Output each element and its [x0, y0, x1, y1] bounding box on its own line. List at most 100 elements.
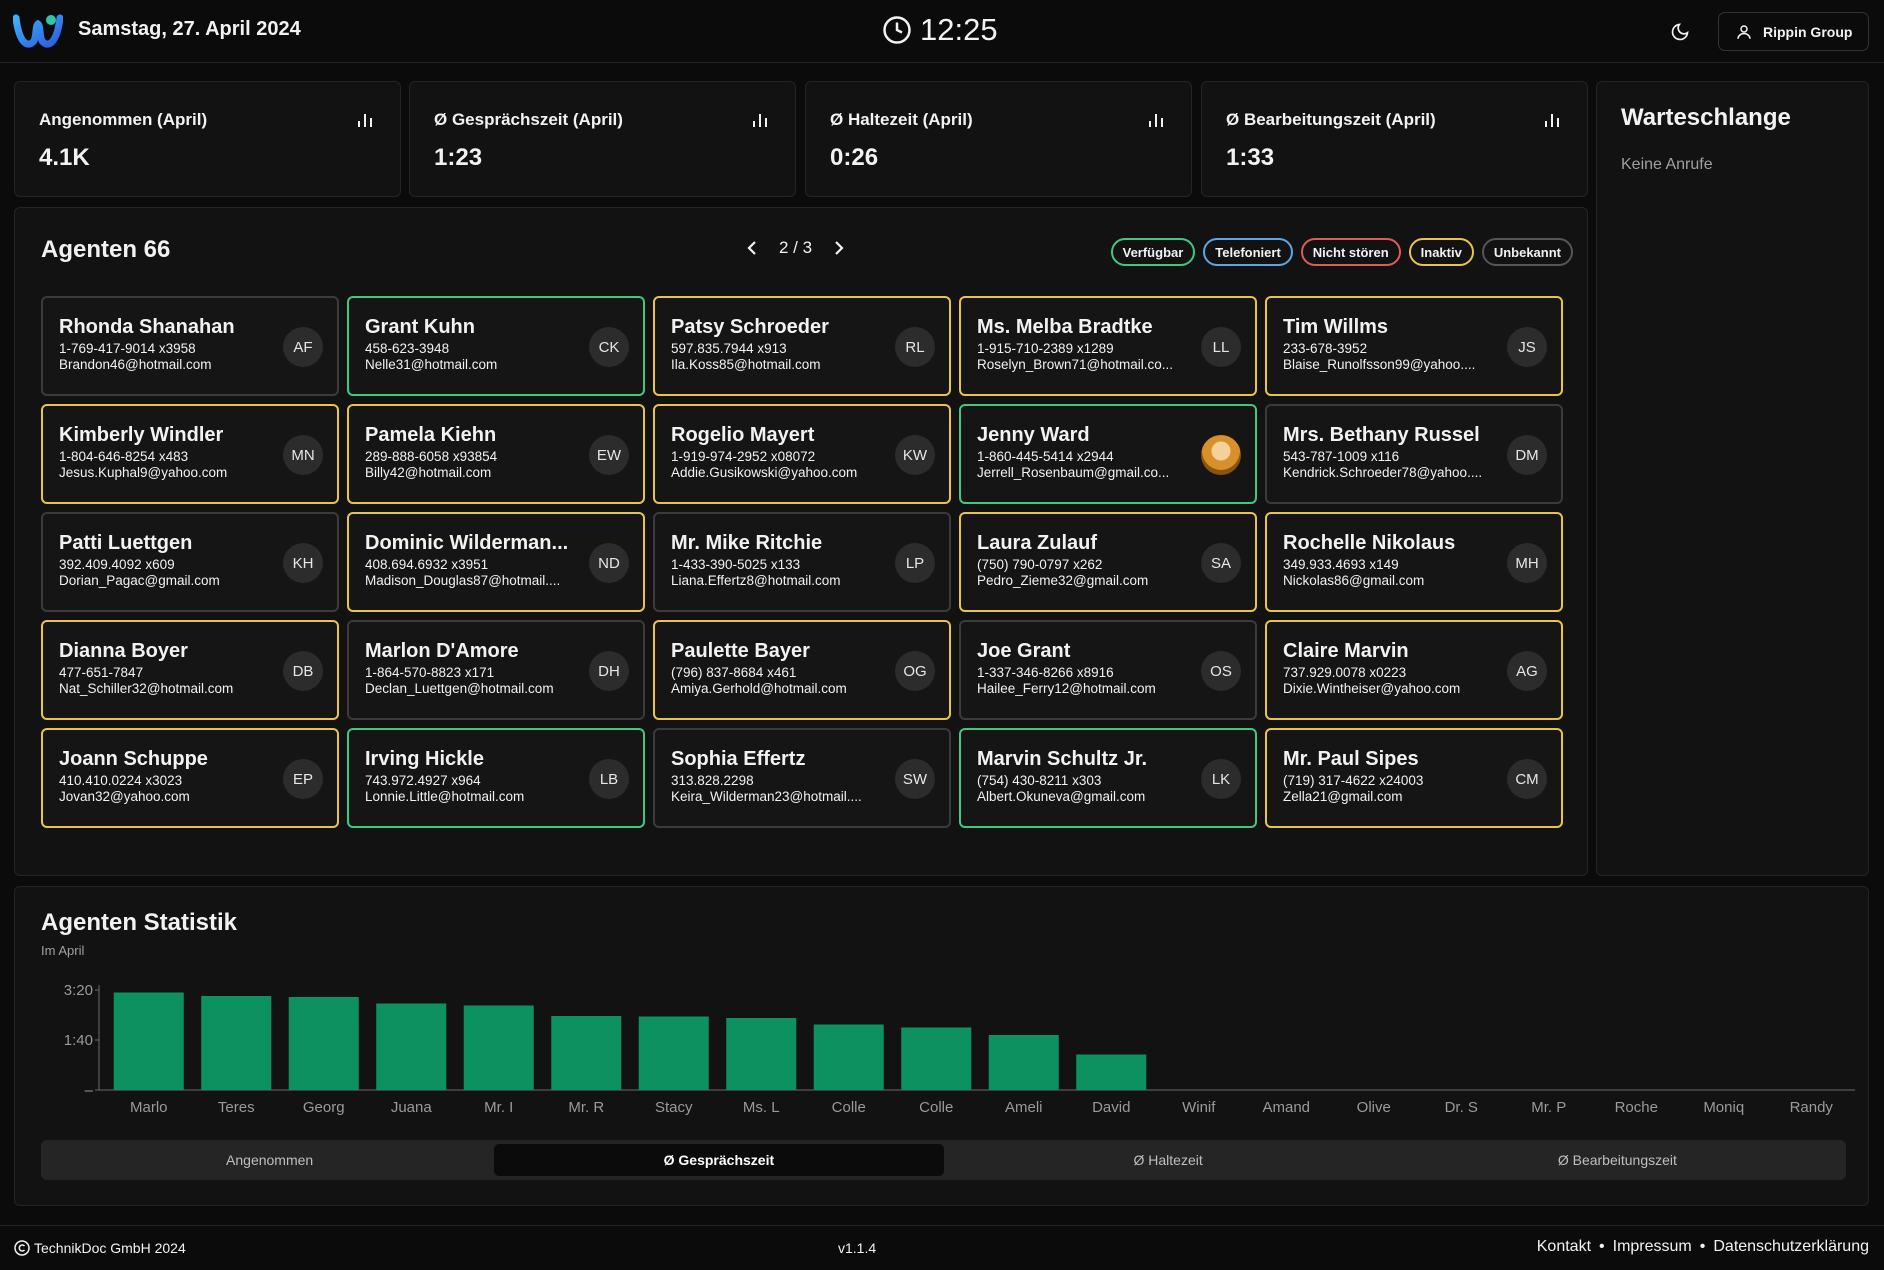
agent-card[interactable]: Marvin Schultz Jr. (754) 430-8211 x303 Alb…	[959, 728, 1257, 828]
avatar: AG	[1507, 651, 1547, 691]
agent-name: Tim Willms	[1283, 316, 1389, 338]
agent-card[interactable]: Claire Marvin 737.929.0078 x0223 Dixie.Win…	[1265, 620, 1563, 720]
agent-name: Rogelio Mayert	[671, 424, 815, 446]
tab-talk-time[interactable]: Ø Gesprächszeit	[494, 1144, 944, 1176]
bar[interactable]	[551, 1016, 622, 1090]
tab-hold-time[interactable]: Ø Haltezeit	[1133, 1152, 1203, 1168]
agent-card[interactable]: Marlon D'Amore 1-864-570-8823 x171 Declan_…	[347, 620, 645, 720]
pagination: 2 / 3	[743, 238, 848, 258]
agent-phone: (796) 837-8684 x461	[671, 665, 797, 680]
bar[interactable]	[113, 992, 184, 1091]
agent-card[interactable]: Rogelio Mayert 1-919-974-2952 x08072 Addie…	[653, 404, 951, 504]
x-tick-label: Mr. R	[568, 1099, 604, 1116]
agent-card[interactable]: Irving Hickle 743.972.4927 x964 Lonnie.Lit…	[347, 728, 645, 828]
moon-icon	[1671, 23, 1689, 41]
agent-card[interactable]: Ms. Melba Bradtke 1-915-710-2389 x1289 Ros…	[959, 296, 1257, 396]
agent-phone: 597.835.7944 x913	[671, 341, 787, 356]
chevron-left-icon	[747, 241, 756, 255]
status-badge-unknown[interactable]: Unbekannt	[1481, 238, 1573, 266]
agents-panel: Agenten 66 2 / 3 Verfügbar Telefoniert N…	[14, 207, 1588, 876]
status-badge-do-not-disturb[interactable]: Nicht stören	[1300, 238, 1401, 266]
kpi-card-handling-time: Ø Bearbeitungszeit (April) 1:33	[1201, 81, 1588, 197]
agent-name: Patti Luettgen	[59, 532, 193, 554]
clock-icon	[883, 16, 911, 44]
agent-card[interactable]: Laura Zulauf (750) 790-0797 x262 Pedro_Zie…	[959, 512, 1257, 612]
agent-card[interactable]: Patsy Schroeder 597.835.7944 x913 Ila.Koss…	[653, 296, 951, 396]
bar[interactable]	[201, 996, 272, 1090]
agent-card[interactable]: Paulette Bayer (796) 837-8684 x461 Amiya.G…	[653, 620, 951, 720]
user-menu-button[interactable]: Rippin Group	[1718, 12, 1869, 51]
bar-chart-icon	[358, 114, 372, 127]
agent-card[interactable]: Jenny Ward 1-860-445-5414 x2944 Jerrell_Ro…	[959, 404, 1257, 504]
x-tick-label: Mr. P	[1531, 1099, 1566, 1116]
agent-card[interactable]: Joe Grant 1-337-346-8266 x8916 Hailee_Ferr…	[959, 620, 1257, 720]
x-tick-label: Marlo	[130, 1099, 168, 1116]
agent-card[interactable]: Mrs. Bethany Russel 543-787-1009 x116 Kend…	[1265, 404, 1563, 504]
agent-card[interactable]: Dianna Boyer 477-651-7847 Nat_Schiller32@h…	[41, 620, 339, 720]
link-contact[interactable]: Kontakt	[1536, 1238, 1592, 1255]
previous-page-button[interactable]	[743, 238, 761, 258]
agent-name: Grant Kuhn	[365, 316, 475, 338]
avatar: LB	[589, 759, 629, 799]
kpi-value: 1:33	[1226, 144, 1275, 171]
copyright: TechnikDoc GmbH 2024	[14, 1240, 186, 1256]
agent-card[interactable]: Kimberly Windler 1-804-646-8254 x483 Jesus…	[41, 404, 339, 504]
agent-phone: 1-919-974-2952 x08072	[671, 449, 816, 464]
avatar: OS	[1201, 651, 1241, 691]
bar[interactable]	[376, 1003, 447, 1091]
bar[interactable]	[288, 997, 359, 1090]
x-tick-label: Colle	[919, 1099, 953, 1116]
link-imprint[interactable]: Impressum	[1612, 1238, 1692, 1255]
x-tick-label: Ms. L	[743, 1099, 780, 1116]
agent-card[interactable]: Sophia Effertz 313.828.2298 Keira_Wilderma…	[653, 728, 951, 828]
app-logo[interactable]	[12, 12, 64, 50]
agent-card[interactable]: Joann Schuppe 410.410.0224 x3023 Jovan32@y…	[41, 728, 339, 828]
avatar: LK	[1201, 759, 1241, 799]
avatar: JS	[1507, 327, 1547, 367]
agent-card[interactable]: Rhonda Shanahan 1-769-417-9014 x3958 Brand…	[41, 296, 339, 396]
agent-email: Blaise_Runolfsson99@yahoo....	[1283, 357, 1476, 372]
bar[interactable]	[638, 1016, 709, 1091]
status-badge-on-call[interactable]: Telefoniert	[1203, 238, 1293, 266]
agent-card[interactable]: Patti Luettgen 392.409.4092 x609 Dorian_Pa…	[41, 512, 339, 612]
agent-email: Zella21@gmail.com	[1283, 789, 1403, 804]
agent-email: Hailee_Ferry12@hotmail.com	[977, 681, 1156, 696]
theme-toggle-button[interactable]	[1665, 19, 1695, 45]
agent-name: Marvin Schultz Jr.	[977, 748, 1148, 770]
avatar: CM	[1507, 759, 1547, 799]
agent-card[interactable]: Mr. Paul Sipes (719) 317-4622 x24003 Zella…	[1265, 728, 1563, 828]
agent-card[interactable]: Rochelle Nikolaus 349.933.4693 x149 Nickol…	[1265, 512, 1563, 612]
link-separator: •	[1699, 1238, 1706, 1255]
status-badge-available[interactable]: Verfügbar	[1110, 238, 1196, 266]
bar[interactable]	[901, 1027, 972, 1091]
link-privacy[interactable]: Datenschutzerklärung	[1713, 1238, 1869, 1255]
agent-card[interactable]: Dominic Wilderman... 408.694.6932 x3951 Ma…	[347, 512, 645, 612]
stats-subtitle: Im April	[41, 943, 85, 958]
bar[interactable]	[813, 1024, 884, 1091]
app-version: v1.1.4	[838, 1240, 877, 1256]
status-badge-inactive[interactable]: Inaktiv	[1408, 238, 1474, 266]
agent-email: Albert.Okuneva@gmail.com	[977, 789, 1146, 804]
tab-accepted[interactable]: Angenommen	[226, 1152, 314, 1168]
agent-email: Addie.Gusikowski@yahoo.com	[671, 465, 858, 480]
agent-card[interactable]: Mr. Mike Ritchie 1-433-390-5025 x133 Liana…	[653, 512, 951, 612]
next-page-button[interactable]	[830, 238, 848, 258]
agent-card[interactable]: Pamela Kiehn 289-888-6058 x93854 Billy42@h…	[347, 404, 645, 504]
agent-card[interactable]: Tim Willms 233-678-3952 Blaise_Runolfsson9…	[1265, 296, 1563, 396]
agent-card[interactable]: Grant Kuhn 458-623-3948 Nelle31@hotmail.co…	[347, 296, 645, 396]
bar[interactable]	[1076, 1054, 1147, 1091]
bar[interactable]	[988, 1035, 1059, 1090]
agent-phone: 1-337-346-8266 x8916	[977, 665, 1114, 680]
bar[interactable]	[463, 1005, 534, 1091]
avatar	[1201, 435, 1241, 475]
y-tick-label: 1:40	[64, 1032, 93, 1049]
bar[interactable]	[726, 1018, 797, 1090]
agent-email: Madison_Douglas87@hotmail....	[365, 573, 561, 588]
kpi-card-accepted: Angenommen (April) 4.1K	[14, 81, 401, 197]
footer: TechnikDoc GmbH 2024 v1.1.4 Kontakt • Im…	[0, 1225, 1884, 1270]
agent-email: Lonnie.Little@hotmail.com	[365, 789, 525, 804]
avatar: DB	[283, 651, 323, 691]
tab-handling-time[interactable]: Ø Bearbeitungszeit	[1557, 1152, 1677, 1168]
y-tick-label: –	[85, 1082, 94, 1099]
user-icon	[1737, 24, 1751, 39]
